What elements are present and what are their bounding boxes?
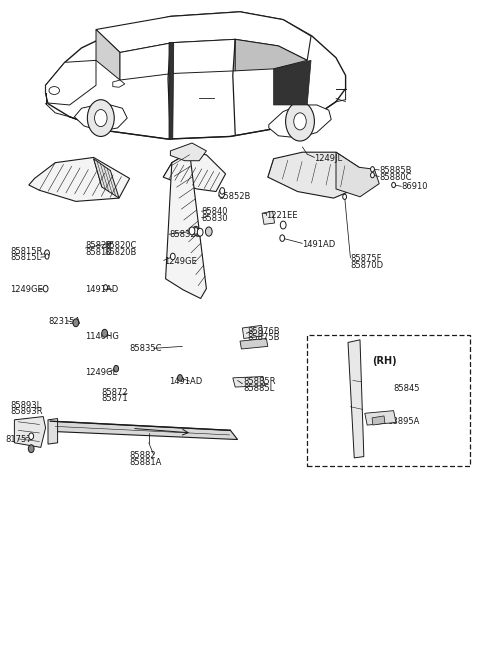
Polygon shape (348, 340, 364, 458)
Text: 85876B: 85876B (247, 327, 280, 336)
FancyBboxPatch shape (307, 335, 470, 466)
Polygon shape (262, 211, 275, 224)
Text: 85830: 85830 (202, 214, 228, 223)
Polygon shape (268, 152, 359, 198)
Text: 1491AD: 1491AD (302, 239, 336, 249)
Text: 1221EE: 1221EE (266, 211, 298, 220)
Circle shape (29, 433, 34, 440)
Circle shape (205, 227, 212, 236)
Polygon shape (166, 152, 206, 298)
Text: 1249GE: 1249GE (85, 368, 118, 377)
Text: 85880C: 85880C (379, 173, 412, 182)
Ellipse shape (49, 87, 60, 94)
Text: 85832B: 85832B (169, 230, 202, 239)
Text: 85820B: 85820B (105, 248, 137, 257)
Text: 88895A: 88895A (388, 417, 420, 426)
Polygon shape (372, 416, 385, 425)
Text: 85885B: 85885B (379, 166, 412, 175)
Polygon shape (48, 419, 58, 444)
Circle shape (280, 221, 286, 229)
Circle shape (170, 253, 175, 260)
Polygon shape (94, 159, 119, 198)
Polygon shape (163, 152, 226, 192)
Circle shape (286, 102, 314, 141)
Polygon shape (46, 60, 96, 105)
Text: 85810: 85810 (85, 248, 112, 257)
Text: (RH): (RH) (372, 356, 396, 366)
Circle shape (45, 254, 49, 259)
Text: 1249GE: 1249GE (164, 257, 196, 266)
Text: 85875B: 85875B (247, 333, 280, 342)
Text: 85872: 85872 (102, 388, 128, 397)
Circle shape (73, 319, 79, 327)
Circle shape (392, 182, 396, 188)
Polygon shape (14, 417, 46, 447)
Polygon shape (274, 60, 311, 105)
Text: 1249GE: 1249GE (11, 285, 43, 295)
Circle shape (87, 100, 114, 136)
Circle shape (102, 329, 108, 337)
Circle shape (294, 113, 306, 130)
Text: 85852B: 85852B (218, 192, 251, 201)
Circle shape (197, 228, 203, 236)
Polygon shape (336, 152, 379, 197)
Text: 85845: 85845 (394, 384, 420, 393)
Text: 85875F: 85875F (350, 254, 382, 263)
Text: 82315A: 82315A (48, 317, 80, 326)
Circle shape (371, 173, 374, 178)
Polygon shape (50, 421, 238, 440)
Text: 1140HG: 1140HG (85, 332, 120, 341)
Polygon shape (96, 30, 120, 80)
Circle shape (220, 188, 225, 194)
Polygon shape (113, 80, 125, 87)
Polygon shape (170, 143, 206, 161)
Polygon shape (169, 43, 174, 139)
Circle shape (192, 226, 199, 236)
Polygon shape (233, 377, 265, 387)
Text: 85885R: 85885R (243, 377, 276, 386)
Polygon shape (120, 43, 173, 80)
Text: 85820: 85820 (85, 241, 112, 251)
Polygon shape (240, 338, 268, 349)
Circle shape (280, 235, 285, 241)
Circle shape (43, 285, 48, 292)
Text: 85881A: 85881A (130, 458, 162, 467)
Polygon shape (269, 105, 331, 138)
Circle shape (189, 227, 195, 235)
Text: 85815R: 85815R (11, 247, 43, 256)
Circle shape (45, 250, 49, 256)
Circle shape (28, 445, 34, 453)
Text: 85893L: 85893L (11, 401, 42, 410)
Polygon shape (242, 325, 263, 338)
Text: 85882: 85882 (130, 451, 156, 461)
Circle shape (343, 194, 347, 199)
Text: 1491AD: 1491AD (85, 285, 119, 295)
Polygon shape (96, 12, 311, 60)
Polygon shape (173, 39, 235, 73)
Text: 85840: 85840 (202, 207, 228, 216)
Circle shape (95, 110, 107, 127)
Circle shape (104, 285, 108, 290)
Circle shape (219, 190, 225, 197)
Text: 1491AD: 1491AD (169, 377, 202, 386)
Circle shape (114, 365, 119, 372)
Text: 85870D: 85870D (350, 260, 384, 270)
Polygon shape (365, 411, 396, 425)
Polygon shape (29, 157, 130, 201)
Polygon shape (235, 39, 307, 71)
Text: 85871: 85871 (102, 394, 128, 403)
Text: 85835C: 85835C (130, 344, 162, 354)
Polygon shape (74, 105, 127, 131)
Text: 85815L: 85815L (11, 253, 42, 262)
Text: 85893R: 85893R (11, 407, 43, 417)
Circle shape (371, 167, 374, 172)
Circle shape (193, 228, 198, 234)
Text: 81757: 81757 (6, 435, 32, 444)
Text: 85885L: 85885L (243, 384, 275, 393)
Text: 1249JL: 1249JL (314, 154, 343, 163)
Text: 85820C: 85820C (105, 241, 137, 251)
Polygon shape (46, 12, 346, 139)
Text: 86910: 86910 (401, 182, 428, 192)
Circle shape (178, 375, 182, 381)
